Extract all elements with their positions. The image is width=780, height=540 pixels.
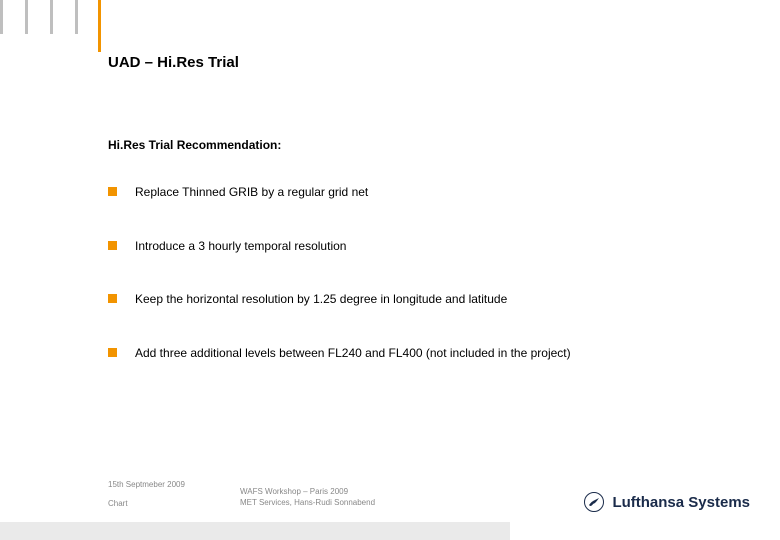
section-subtitle: Hi.Res Trial Recommendation: — [108, 138, 281, 152]
page-title: UAD – Hi.Res Trial — [108, 54, 239, 71]
bullet-text: Add three additional levels between FL24… — [135, 346, 571, 362]
list-item: Keep the horizontal resolution by 1.25 d… — [108, 292, 708, 308]
brand-text: Lufthansa Systems — [612, 494, 750, 511]
bullet-text: Introduce a 3 hourly temporal resolution — [135, 239, 346, 255]
footer-workshop-line2: MET Services, Hans-Rudi Sonnabend — [240, 498, 375, 508]
list-item: Replace Thinned GRIB by a regular grid n… — [108, 185, 708, 201]
list-item: Add three additional levels between FL24… — [108, 346, 708, 362]
bullet-text: Keep the horizontal resolution by 1.25 d… — [135, 292, 507, 308]
footer-chart-label: Chart — [108, 499, 185, 508]
footer-date: 15th Septmeber 2009 — [108, 480, 185, 489]
footer-workshop-block: WAFS Workshop – Paris 2009 MET Services,… — [240, 487, 375, 508]
bullet-icon — [108, 348, 117, 357]
footer-workshop-line1: WAFS Workshop – Paris 2009 — [240, 487, 375, 497]
bullet-text: Replace Thinned GRIB by a regular grid n… — [135, 185, 368, 201]
brand-logo: Lufthansa Systems — [584, 492, 750, 512]
top-bars — [0, 0, 100, 34]
crane-icon — [584, 492, 604, 512]
bullet-list: Replace Thinned GRIB by a regular grid n… — [108, 185, 708, 399]
bar-gray-2 — [25, 0, 28, 34]
bullet-icon — [108, 187, 117, 196]
footer-bar — [0, 522, 510, 540]
bar-orange — [98, 0, 101, 52]
bar-gray-1 — [0, 0, 3, 34]
bullet-icon — [108, 241, 117, 250]
bar-gray-3 — [50, 0, 53, 34]
bar-gray-4 — [75, 0, 78, 34]
list-item: Introduce a 3 hourly temporal resolution — [108, 239, 708, 255]
bullet-icon — [108, 294, 117, 303]
footer-date-block: 15th Septmeber 2009 Chart — [108, 480, 185, 508]
